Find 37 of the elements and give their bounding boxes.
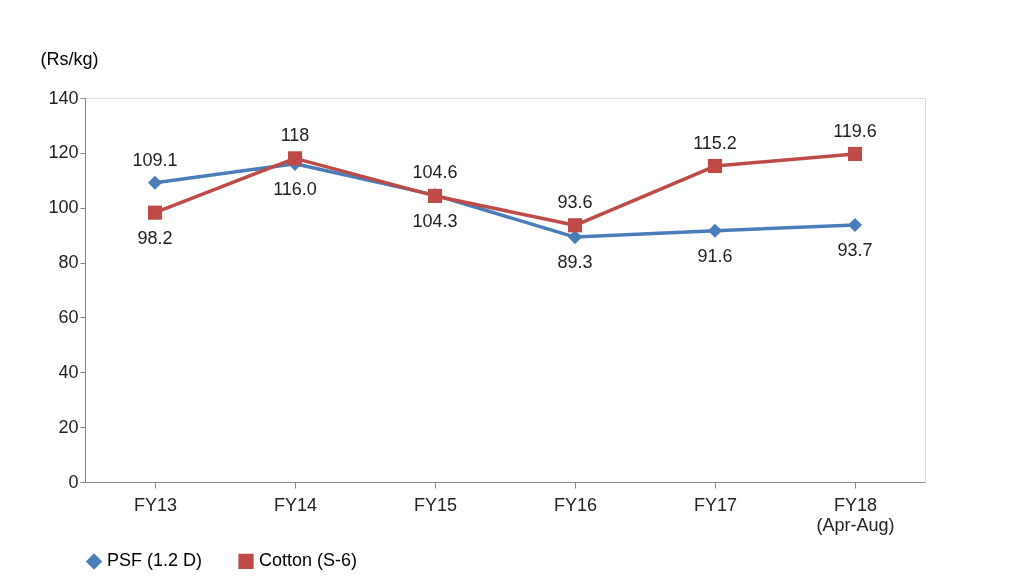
y-axis-title: (Rs/kg) <box>40 48 99 69</box>
data-label: 91.6 <box>697 245 733 266</box>
legend-label: Cotton (S-6) <box>259 550 358 571</box>
y-tick-label: 60 <box>58 306 79 327</box>
x-tick-label: FY14 <box>273 494 318 515</box>
point <box>147 205 163 220</box>
y-tick-label: 100 <box>48 197 79 218</box>
y-tick-label: 0 <box>68 471 79 492</box>
x-tick-label: FY16 <box>553 494 598 515</box>
y-tick-label: 40 <box>58 361 79 382</box>
x-tick-label: FY17 <box>693 494 738 515</box>
data-label: 116.0 <box>273 178 317 199</box>
data-label: 93.6 <box>557 192 593 213</box>
y-tick-label: 140 <box>48 87 79 108</box>
data-label: 93.7 <box>837 239 873 260</box>
data-label: 89.3 <box>557 252 593 273</box>
data-label: 98.2 <box>137 227 173 248</box>
y-tick-label: 120 <box>48 142 79 163</box>
x-tick-label: FY15 <box>413 494 458 515</box>
data-label: 104.6 <box>412 162 458 183</box>
data-label: 118 <box>280 125 310 146</box>
y-tick-label: 20 <box>58 416 79 437</box>
legend-label: PSF (1.2 D) <box>107 550 203 571</box>
x-tick-label: FY18 (Apr-Aug) <box>816 494 895 535</box>
data-label: 115.2 <box>693 133 737 154</box>
point <box>707 223 723 238</box>
data-label: 109.1 <box>132 149 178 170</box>
point <box>847 217 863 233</box>
point <box>567 218 583 233</box>
data-label: 104.3 <box>412 210 458 231</box>
x-tick-label: FY13 <box>133 494 178 515</box>
point <box>147 175 163 190</box>
data-label: 119.6 <box>833 120 877 141</box>
point <box>287 151 303 166</box>
y-tick-label: 80 <box>58 252 79 273</box>
point <box>707 158 723 174</box>
point <box>847 146 863 162</box>
